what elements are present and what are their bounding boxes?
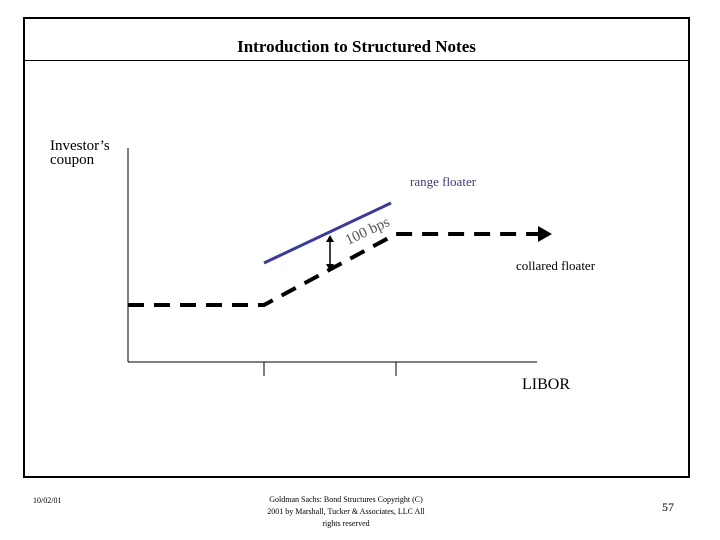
title-divider	[25, 60, 688, 61]
copyright-line3: rights reserved	[322, 519, 370, 528]
collared-floater-line	[128, 232, 540, 307]
range-floater-label: range floater	[410, 174, 477, 189]
footer-copyright: Goldman Sachs: Bond Structures Copyright…	[250, 494, 442, 530]
range-floater-line	[263, 201, 392, 265]
x-axis-label: LIBOR	[522, 376, 570, 393]
page-number: 57	[662, 500, 674, 514]
y-axis-label-line1: Investor’s	[50, 138, 110, 154]
spread-arrow-head-up	[326, 235, 334, 242]
collared-floater-label: collared floater	[516, 258, 596, 273]
copyright-line1: Goldman Sachs: Bond Structures Copyright…	[269, 495, 423, 504]
slide-title: Introduction to Structured Notes	[237, 37, 476, 56]
y-axis-label-line2: coupon	[50, 152, 95, 168]
copyright-line2: 2001 by Marshall, Tucker & Associates, L…	[267, 507, 425, 516]
spread-label: 100 bps	[343, 214, 393, 248]
slide-frame: Introduction to Structured Notes	[23, 17, 690, 478]
collared-floater-arrowhead	[538, 226, 552, 242]
footer-date: 10/02/01	[33, 496, 62, 505]
